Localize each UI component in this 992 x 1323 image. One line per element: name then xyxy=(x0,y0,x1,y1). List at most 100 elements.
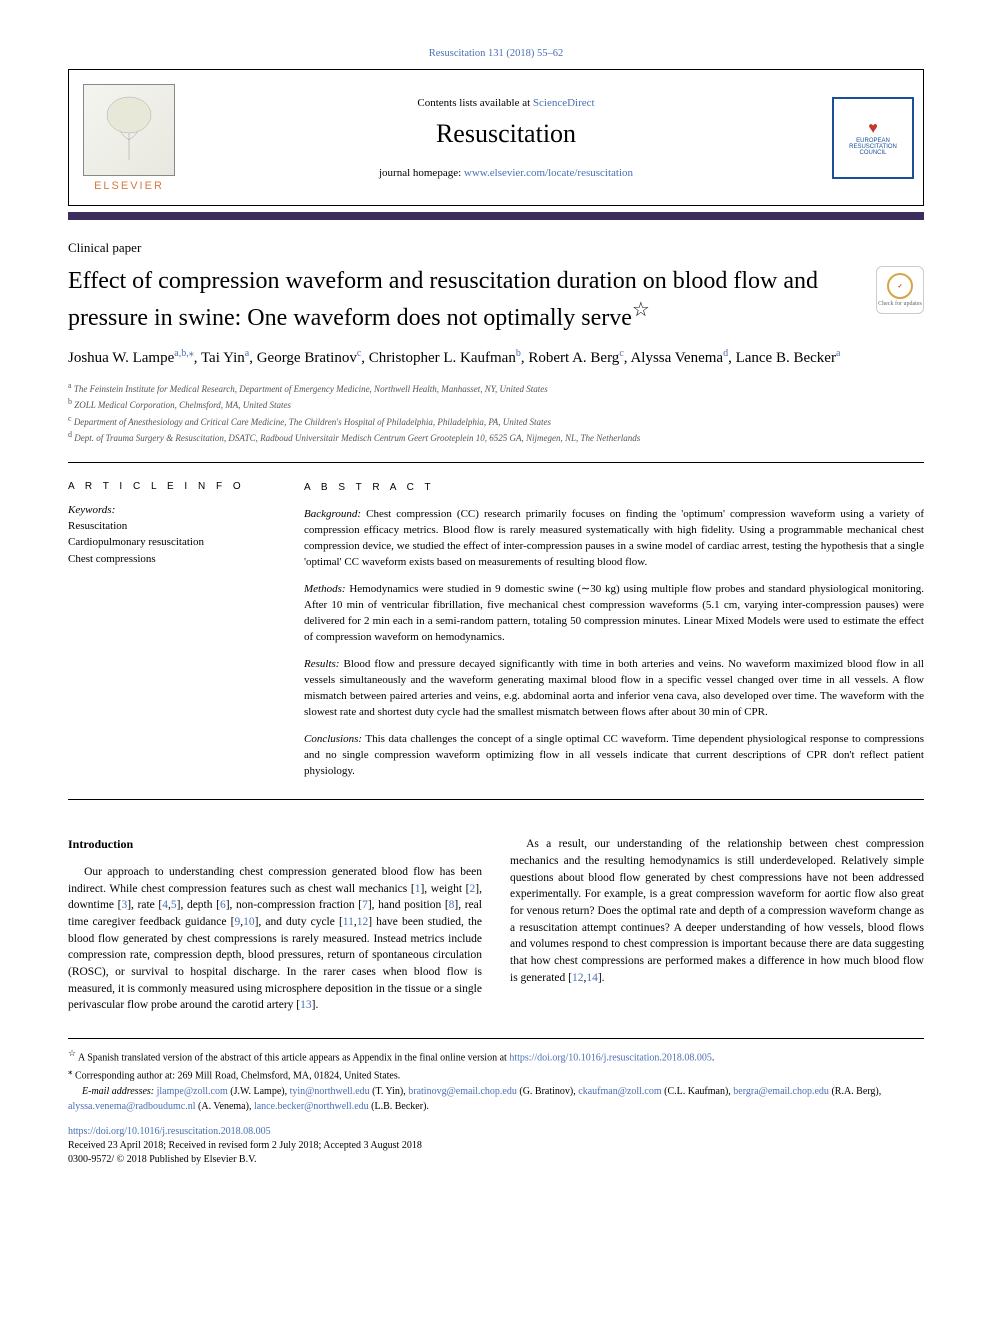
ref-link[interactable]: 12 xyxy=(572,972,584,984)
author-name: Tai Yin xyxy=(201,350,245,366)
elsevier-logo: ELSEVIER xyxy=(69,70,189,205)
email-link[interactable]: bratinovg@email.chop.edu xyxy=(408,1086,517,1097)
affiliation: d Dept. of Trauma Surgery & Resuscitatio… xyxy=(68,429,924,446)
article-info-head: A R T I C L E I N F O xyxy=(68,481,268,492)
author-name: Christopher L. Kaufman xyxy=(369,350,516,366)
footnote-spanish: ☆ A Spanish translated version of the ab… xyxy=(68,1047,924,1065)
abstract-text: Blood flow and pressure decayed signific… xyxy=(304,658,924,718)
email-who: (L.B. Becker) xyxy=(371,1101,426,1112)
intro-para-2: As a result, our understanding of the re… xyxy=(510,836,924,986)
abstract-text: Hemodynamics were studied in 9 domestic … xyxy=(304,583,924,643)
footnote-text: Corresponding author at: 269 Mill Road, … xyxy=(75,1071,400,1082)
para-text: ], hand position [ xyxy=(368,899,449,911)
divider xyxy=(68,799,924,800)
keyword: Chest compressions xyxy=(68,551,268,568)
email-who: (G. Bratinov) xyxy=(519,1086,573,1097)
para-text: As a result, our understanding of the re… xyxy=(510,838,924,983)
email-link[interactable]: ckaufman@zoll.com xyxy=(578,1086,661,1097)
para-text: ], non-compression fraction [ xyxy=(226,899,362,911)
article-title: Effect of compression waveform and resus… xyxy=(68,266,856,334)
email-who: (J.W. Lampe) xyxy=(230,1086,284,1097)
article-info-column: A R T I C L E I N F O Keywords: Resuscit… xyxy=(68,481,268,780)
contents-prefix: Contents lists available at xyxy=(417,97,532,109)
affil-text: The Feinstein Institute for Medical Rese… xyxy=(74,384,548,394)
affil-text: ZOLL Medical Corporation, Chelmsford, MA… xyxy=(74,400,291,410)
divider xyxy=(68,462,924,463)
homepage-prefix: journal homepage: xyxy=(379,167,464,179)
email-who: (R.A. Berg) xyxy=(831,1086,878,1097)
para-text: ], depth [ xyxy=(177,899,220,911)
ref-link[interactable]: 11 xyxy=(343,916,354,928)
abstract-results: Results: Blood flow and pressure decayed… xyxy=(304,657,924,721)
author-aff: d xyxy=(723,348,728,359)
email-who: (A. Venema) xyxy=(198,1101,249,1112)
journal-name: Resuscitation xyxy=(436,119,576,149)
author: Lance B. Beckera xyxy=(736,350,841,366)
ref-link[interactable]: 13 xyxy=(300,999,312,1011)
author-list: Joshua W. Lampea,b,⁎, Tai Yina, George B… xyxy=(68,346,924,370)
author: Christopher L. Kaufmanb xyxy=(369,350,521,366)
abstract-column: A B S T R A C T Background: Chest compre… xyxy=(304,481,924,780)
affil-sup: b xyxy=(68,397,72,406)
crossmark-icon: ✓ xyxy=(887,273,913,299)
email-link[interactable]: alyssa.venema@radboudumc.nl xyxy=(68,1101,196,1112)
copyright: 0300-9572/ © 2018 Published by Elsevier … xyxy=(68,1153,924,1167)
abstract-background: Background: Chest compression (CC) resea… xyxy=(304,507,924,571)
keyword: Resuscitation xyxy=(68,518,268,535)
ref-link[interactable]: 10 xyxy=(243,916,255,928)
abstract-text: Chest compression (CC) research primaril… xyxy=(304,508,924,568)
keywords-label: Keywords: xyxy=(68,504,268,516)
abstract-conclusions: Conclusions: This data challenges the co… xyxy=(304,732,924,780)
para-text: ], and duty cycle [ xyxy=(255,916,343,928)
author: Tai Yina xyxy=(201,350,249,366)
header-center: Contents lists available at ScienceDirec… xyxy=(189,70,823,205)
author: Alyssa Venemad xyxy=(630,350,728,366)
abstract-head: A B S T R A C T xyxy=(304,481,924,496)
email-link[interactable]: tyin@northwell.edu xyxy=(290,1086,370,1097)
title-star: ☆ xyxy=(632,299,650,321)
email-link[interactable]: bergra@email.chop.edu xyxy=(733,1086,829,1097)
email-link[interactable]: lance.becker@northwell.edu xyxy=(254,1101,369,1112)
email-who: (C.L. Kaufman) xyxy=(664,1086,728,1097)
ref-link[interactable]: 12 xyxy=(357,916,369,928)
erc-line-3: COUNCIL xyxy=(859,150,886,156)
author: George Bratinovc xyxy=(257,350,362,366)
abstract-label: Methods: xyxy=(304,583,346,595)
doi[interactable]: https://doi.org/10.1016/j.resuscitation.… xyxy=(68,1124,924,1139)
intro-para-1: Our approach to understanding chest comp… xyxy=(68,864,482,1014)
erc-badge-icon: ♥ EUROPEAN RESUSCITATION COUNCIL xyxy=(832,97,914,179)
author: Robert A. Bergc xyxy=(528,350,623,366)
author-aff: c xyxy=(619,348,623,359)
author-aff: a xyxy=(245,348,249,359)
affil-text: Dept. of Trauma Surgery & Resuscitation,… xyxy=(74,433,640,443)
affil-sup: c xyxy=(68,414,72,423)
email-link[interactable]: jlampe@zoll.com xyxy=(157,1086,228,1097)
author: Joshua W. Lampea,b,⁎ xyxy=(68,350,194,366)
author-aff: a xyxy=(836,348,840,359)
affil-text: Department of Anesthesiology and Critica… xyxy=(74,417,551,427)
ref-link[interactable]: 14 xyxy=(586,972,598,984)
erc-logo: ♥ EUROPEAN RESUSCITATION COUNCIL xyxy=(823,70,923,205)
crossmark-badge[interactable]: ✓ Check for updates xyxy=(876,266,924,314)
email-addresses: E-mail addresses: jlampe@zoll.com (J.W. … xyxy=(68,1084,924,1114)
abstract-label: Background: xyxy=(304,508,361,520)
footnotes: ☆ A Spanish translated version of the ab… xyxy=(68,1038,924,1167)
affiliation: c Department of Anesthesiology and Criti… xyxy=(68,413,924,430)
author-name: Joshua W. Lampe xyxy=(68,350,174,366)
homepage-link[interactable]: www.elsevier.com/locate/resuscitation xyxy=(464,167,633,179)
doi-link[interactable]: https://doi.org/10.1016/j.resuscitation.… xyxy=(509,1052,712,1063)
keyword: Cardiopulmonary resuscitation xyxy=(68,534,268,551)
journal-header-box: ELSEVIER Contents lists available at Sci… xyxy=(68,69,924,206)
footnote-corresponding: ⁎ Corresponding author at: 269 Mill Road… xyxy=(68,1065,924,1083)
elsevier-wordmark: ELSEVIER xyxy=(94,180,164,192)
author-aff: a,b,⁎ xyxy=(174,348,193,359)
para-text: ], weight [ xyxy=(420,883,469,895)
sciencedirect-link[interactable]: ScienceDirect xyxy=(533,97,595,109)
para-text: ]. xyxy=(598,972,605,984)
affil-sup: d xyxy=(68,430,72,439)
abstract-text: This data challenges the concept of a si… xyxy=(304,733,924,777)
keywords-list: Resuscitation Cardiopulmonary resuscitat… xyxy=(68,518,268,568)
para-text: ]. xyxy=(312,999,319,1011)
crossmark-text: Check for updates xyxy=(878,301,922,307)
author-name: Lance B. Becker xyxy=(736,350,836,366)
